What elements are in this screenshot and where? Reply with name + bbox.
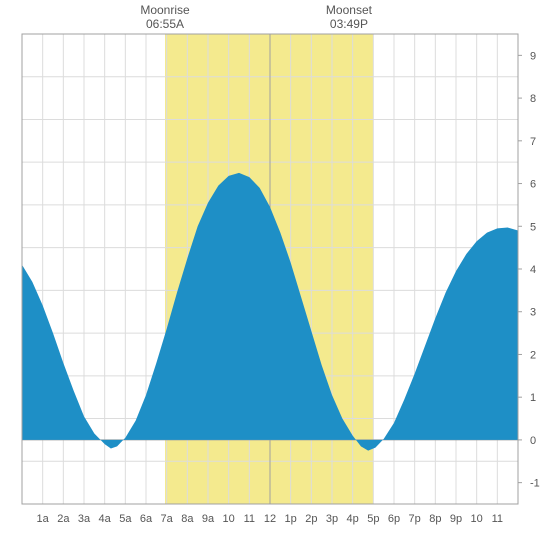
y-tick-label: -1 [530,478,540,490]
moonrise-title: Moonrise [140,3,190,17]
y-tick-label: 7 [530,136,536,148]
x-tick-label: 2p [305,513,317,525]
x-tick-label: 2a [57,513,70,525]
y-tick-label: 9 [530,50,536,62]
x-tick-label: 11 [244,513,255,525]
y-tick-label: 4 [530,264,536,276]
moonset-title: Moonset [326,3,373,17]
y-tick-label: 6 [530,179,536,191]
y-tick-label: 5 [530,221,536,233]
x-tick-label: 5p [367,513,379,525]
y-tick-label: 2 [530,349,536,361]
x-tick-label: 1a [37,513,50,525]
x-tick-label: 7a [161,513,174,525]
x-tick-label: 3p [326,513,338,525]
x-tick-label: 9a [202,513,215,525]
x-tick-label: 10 [223,513,235,525]
x-tick-label: 8a [181,513,194,525]
x-tick-label: 6p [388,513,400,525]
x-tick-label: 4p [347,513,359,525]
x-tick-label: 5a [119,513,132,525]
moonset-time: 03:49P [330,17,368,31]
x-tick-label: 11 [492,513,503,525]
x-tick-label: 4a [99,513,112,525]
x-tick-label: 1p [285,513,297,525]
y-tick-label: 3 [530,307,536,319]
x-tick-label: 9p [450,513,462,525]
y-tick-label: 1 [530,392,536,404]
y-tick-label: 0 [530,435,536,447]
y-tick-label: 8 [530,93,536,105]
x-tick-label: 8p [429,513,441,525]
x-tick-label: 6a [140,513,153,525]
x-tick-label: 7p [409,513,421,525]
tide-chart: 1a2a3a4a5a6a7a8a9a1011121p2p3p4p5p6p7p8p… [0,0,550,550]
x-tick-label: 3a [78,513,91,525]
x-tick-label: 12 [264,513,276,525]
chart-svg: 1a2a3a4a5a6a7a8a9a1011121p2p3p4p5p6p7p8p… [0,0,550,550]
x-tick-label: 10 [471,513,483,525]
moonrise-time: 06:55A [146,17,184,31]
